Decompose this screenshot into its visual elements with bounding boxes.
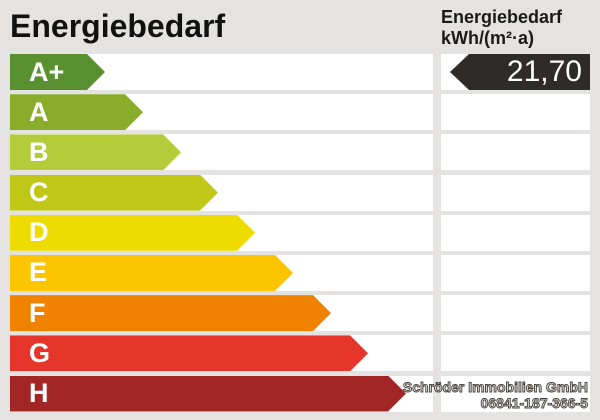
rating-bar-arrow: B: [10, 134, 181, 170]
value-pointer-arrow: 21,70: [450, 54, 590, 90]
rating-class-label: D: [29, 217, 49, 248]
rating-bar-arrow: A+: [10, 54, 105, 90]
row-cell-right: [441, 375, 590, 412]
row-cell-right: [441, 134, 590, 171]
rating-row-b: B: [0, 134, 600, 171]
energy-value: 21,70: [506, 55, 582, 88]
rating-class-label: C: [29, 177, 49, 208]
rating-row-h: H: [0, 375, 600, 412]
rating-bar-arrow: H: [10, 376, 406, 412]
rating-bar-arrow: E: [10, 255, 293, 291]
page-title: Energiebedarf: [10, 8, 226, 44]
rating-class-label: G: [29, 337, 51, 368]
row-cell-right: [441, 335, 590, 372]
unit-label: Energiebedarf kWh/(m²·a): [441, 7, 562, 49]
rating-row-f: F: [0, 295, 600, 332]
rating-class-label: F: [29, 297, 46, 328]
rating-class-label: A: [29, 96, 49, 127]
rating-bar-arrow: C: [10, 175, 218, 211]
rating-row-c: C: [0, 174, 600, 211]
row-cell-right: [441, 94, 590, 131]
rating-bar-arrow: F: [10, 295, 331, 331]
rating-class-label: E: [29, 257, 48, 288]
rating-row-g: G: [0, 335, 600, 372]
row-cell-right: [441, 295, 590, 332]
phone-number: 06841-187-366-5: [480, 394, 588, 411]
unit-label-line1: Energiebedarf: [441, 7, 563, 27]
company-name: Schröder Immobilien GmbH: [402, 379, 588, 395]
rating-row-d: D: [0, 214, 600, 251]
unit-label-line2: kWh/(m²·a): [441, 28, 534, 48]
watermark: Schröder Immobilien GmbH 06841-187-366-5: [402, 379, 588, 411]
rating-row-e: E: [0, 254, 600, 291]
rating-bar-arrow: A: [10, 94, 143, 130]
rating-bar-arrow: G: [10, 335, 368, 371]
rating-class-label: B: [29, 136, 49, 167]
row-cell-right: [441, 214, 590, 251]
row-cell-right: [441, 174, 590, 211]
energy-rating-scale: A+ A B C D E F G H: [0, 54, 600, 416]
row-cell-right: [441, 254, 590, 291]
rating-row-a: A: [0, 94, 600, 131]
rating-class-label: A+: [29, 56, 65, 87]
rating-bar-arrow: D: [10, 215, 255, 251]
rating-class-label: H: [29, 378, 49, 408]
